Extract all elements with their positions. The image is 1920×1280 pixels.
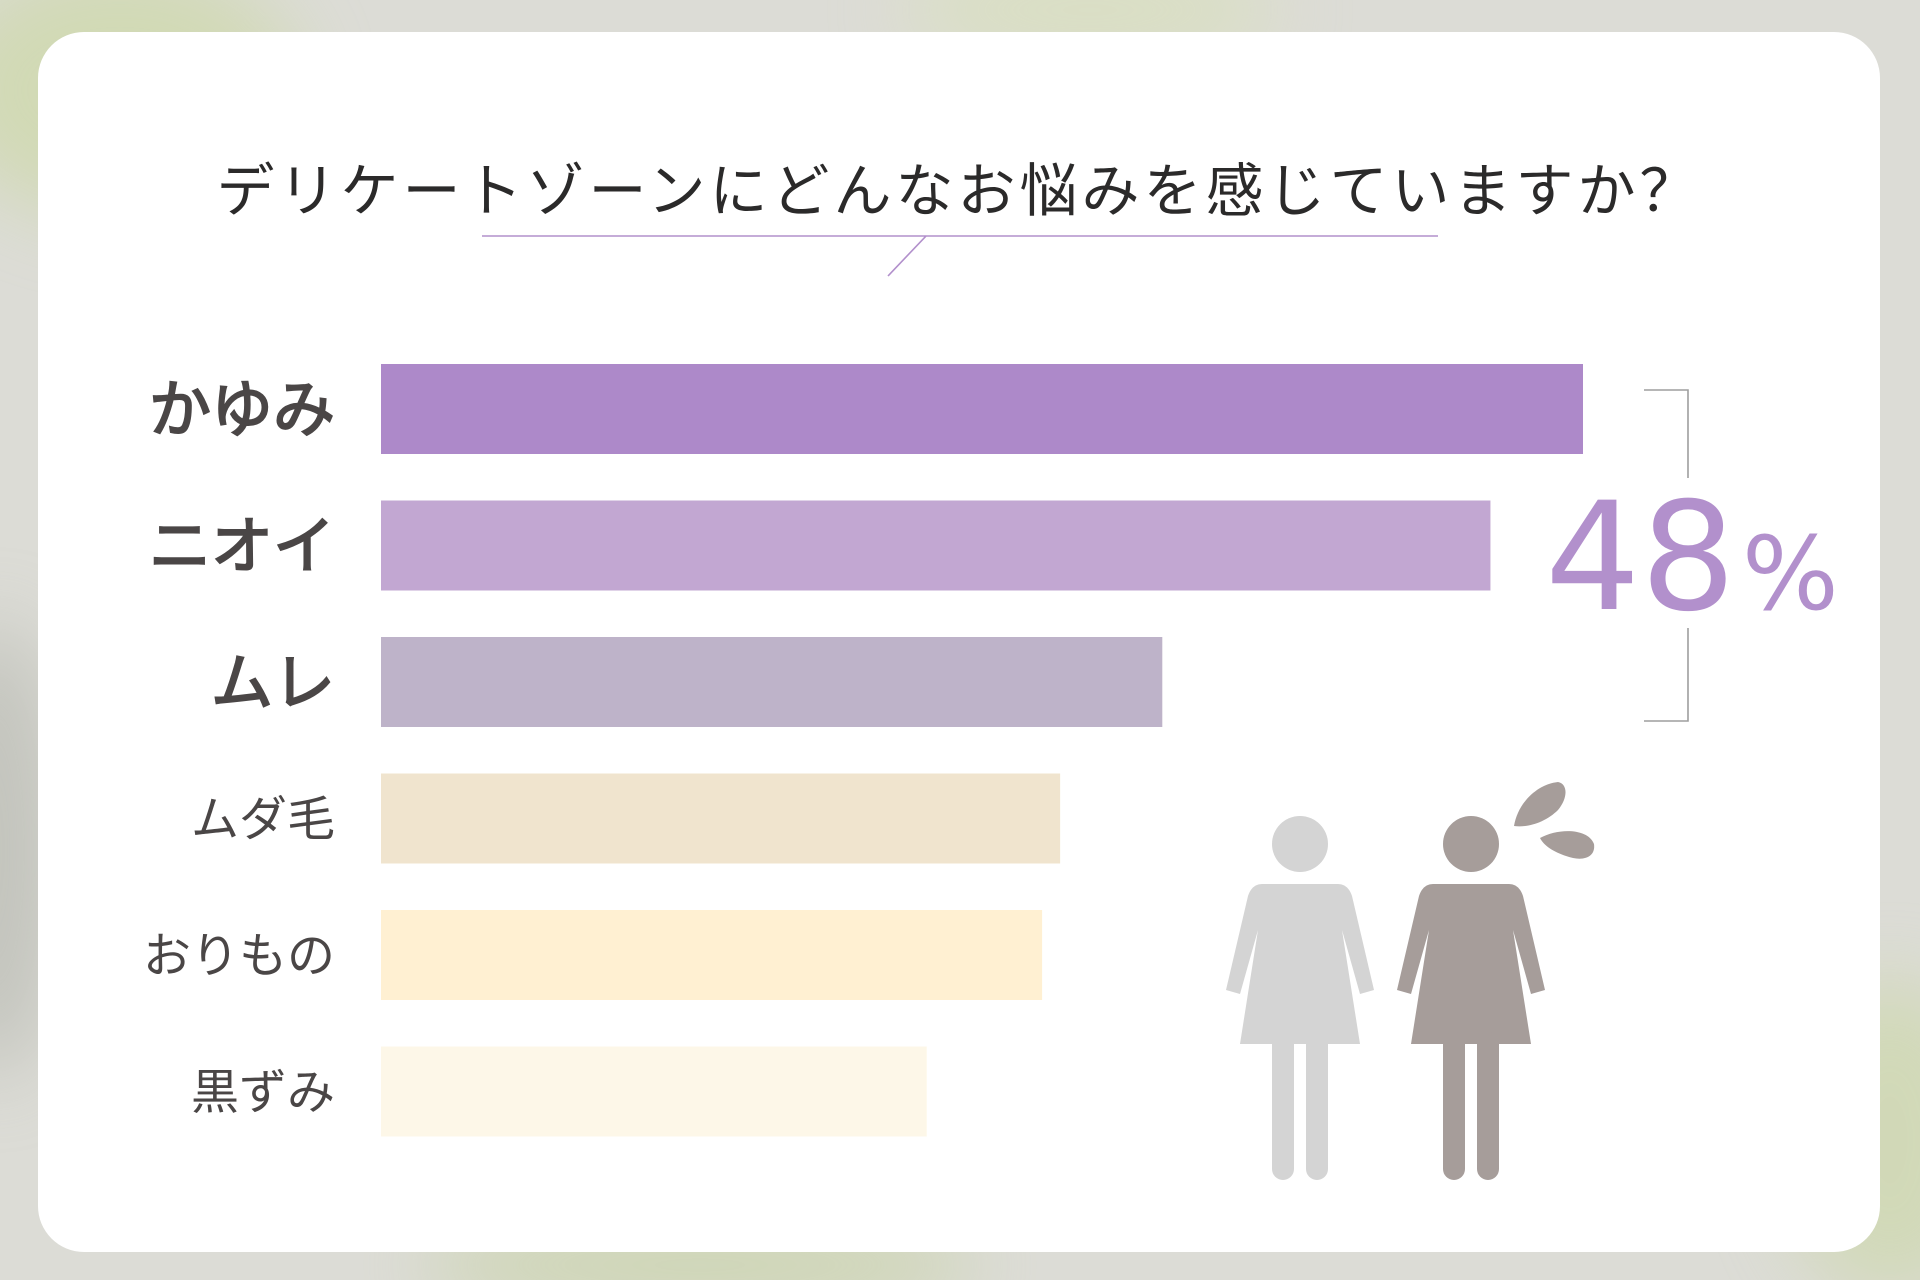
worried-woman-figure-icon	[1397, 816, 1545, 1180]
bar-4	[381, 773, 1061, 864]
bar-2	[381, 500, 1491, 591]
bracket-bottom	[1644, 628, 1689, 722]
category-label-2: ニオイ	[149, 510, 335, 583]
worried-woman-figure-icon-left-leg	[1443, 1032, 1465, 1180]
bar-5	[381, 910, 1043, 1000]
bar-6	[381, 1046, 927, 1137]
speech-pointer-divider	[482, 235, 1438, 277]
bar-1	[381, 364, 1583, 454]
woman-figure-icon-right-leg	[1306, 1032, 1328, 1180]
bar-3	[381, 637, 1163, 727]
woman-figure-icon	[1226, 816, 1374, 1180]
category-label-6: 黒ずみ	[191, 1065, 335, 1121]
percentage-number: 48	[1545, 471, 1736, 645]
woman-figure-icon-head	[1272, 816, 1328, 872]
chart-title: デリケートゾーンにどんなお悩みを感じていますか？	[216, 157, 1702, 225]
category-label-3: ムレ	[211, 646, 335, 719]
sweat-drop-upper	[1514, 782, 1566, 827]
category-label-1: かゆみ	[149, 373, 335, 446]
chart-card: デリケートゾーンにどんなお悩みを感じていますか？ かゆみニオイムレムダ毛おりもの…	[38, 32, 1880, 1252]
bracket-top	[1644, 389, 1689, 478]
worried-woman-figure-icon-head	[1443, 816, 1499, 872]
woman-figure-icon-left-leg	[1272, 1032, 1294, 1180]
category-label-4: ムダ毛	[191, 792, 335, 848]
percentage-label: 48%	[1545, 471, 1839, 645]
sweat-drop-icon	[1514, 782, 1595, 859]
sweat-drop-lower	[1540, 831, 1595, 859]
worried-woman-figure-icon-body	[1397, 884, 1545, 1044]
percentage-sign: %	[1742, 515, 1839, 634]
woman-figure-icon-body	[1226, 884, 1374, 1044]
category-label-5: おりもの	[143, 928, 335, 984]
worried-woman-figure-icon-right-leg	[1477, 1032, 1499, 1180]
